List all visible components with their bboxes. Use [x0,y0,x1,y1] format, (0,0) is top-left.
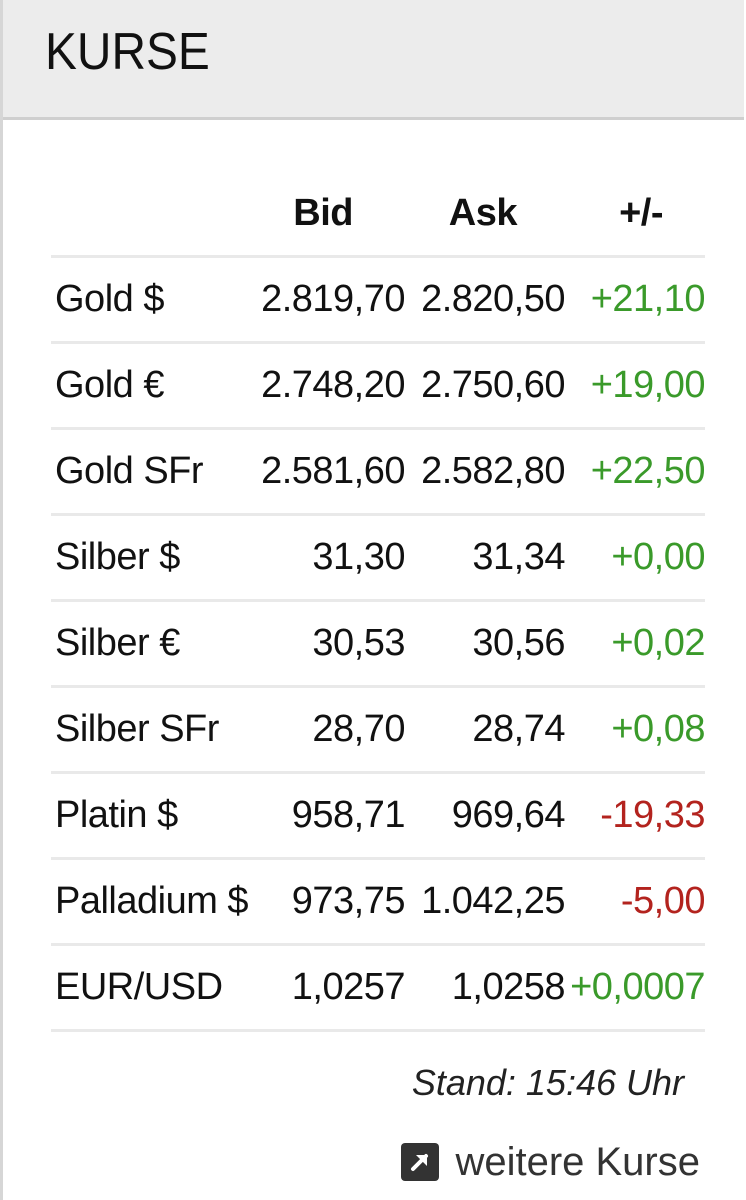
more-rates-link[interactable]: weitere Kurse [401,1138,700,1186]
rate-ask: 1.042,25 [421,880,565,922]
rate-bid: 1,0257 [291,966,406,1008]
table-row: Silber $ 31,30 31,34 +0,00 [51,516,705,602]
rate-ask: 30,56 [472,622,565,664]
table-row: Gold € 2.748,20 2.750,60 +19,00 [51,344,706,430]
rate-ask: 969,64 [451,794,566,836]
rate-name: Gold € [55,364,164,406]
rate-name: Gold SFr [55,450,204,492]
rate-bid: 2.819,70 [261,278,405,320]
table-row: Gold SFr 2.581,60 2.582,80 +22,50 [51,430,706,516]
rate-name: EUR/USD [55,966,223,1008]
rate-name: Silber $ [55,536,180,578]
rate-change: +22,50 [590,450,706,492]
table-row: Platin $ 958,71 969,64 -19,33 [51,774,705,860]
table-row: Palladium $ 973,75 1.042,25 -5,00 [51,860,706,946]
more-rates-label: weitere Kurse [455,1139,700,1184]
external-link-icon [401,1143,440,1181]
rate-ask: 28,74 [472,708,565,750]
rate-ask: 1,0258 [451,966,566,1008]
rate-change: +0,08 [611,708,705,750]
rate-ask: 2.750,60 [421,364,565,406]
rate-change: +0,02 [611,622,705,664]
rate-change: +0,0007 [570,966,705,1008]
rate-ask: 2.820,50 [421,278,565,320]
rate-change: -19,33 [600,794,705,836]
rate-name: Platin $ [55,794,178,836]
rate-change: +19,00 [590,364,706,406]
rate-name: Silber SFr [55,708,219,750]
column-header-ask: Ask [448,192,518,234]
column-header-bid: Bid [293,192,353,234]
table-header-row: Bid Ask +/- [51,172,705,258]
rate-ask: 31,34 [472,536,565,578]
rate-change: -5,00 [620,880,706,922]
rate-name: Palladium $ [55,880,249,922]
rate-bid: 2.581,60 [261,450,405,492]
rate-bid: 28,70 [312,708,405,750]
timestamp: Stand: 15:46 Uhr [411,1062,684,1103]
rates-table: Bid Ask +/- Gold $ 2.819,70 2.820,50 +21,10… [51,172,706,1032]
rate-bid: 958,71 [291,794,406,836]
table-body: Gold $ 2.819,70 2.820,50 +21,10 Gold € 2.748,… [51,258,706,1032]
rate-ask: 2.582,80 [421,450,565,492]
rate-name: Silber € [55,622,180,664]
table-row: Gold $ 2.819,70 2.820,50 +21,10 [51,258,706,344]
rate-bid: 2.748,20 [261,364,405,406]
rate-change: +21,10 [590,278,706,320]
rate-bid: 30,53 [312,622,405,664]
rate-bid: 31,30 [312,536,405,578]
table-row: Silber SFr 28,70 28,74 +0,08 [51,688,705,774]
widget-header: KURSE [3,0,744,120]
widget-title: KURSE [45,23,210,81]
table-row: EUR/USD 1,0257 1,0258 +0,0007 [51,946,705,1032]
rate-change: +0,00 [611,536,705,578]
rate-name: Gold $ [55,278,164,320]
column-header-change: +/- [619,192,663,234]
rate-bid: 973,75 [291,880,406,922]
table-row: Silber € 30,53 30,56 +0,02 [51,602,705,688]
